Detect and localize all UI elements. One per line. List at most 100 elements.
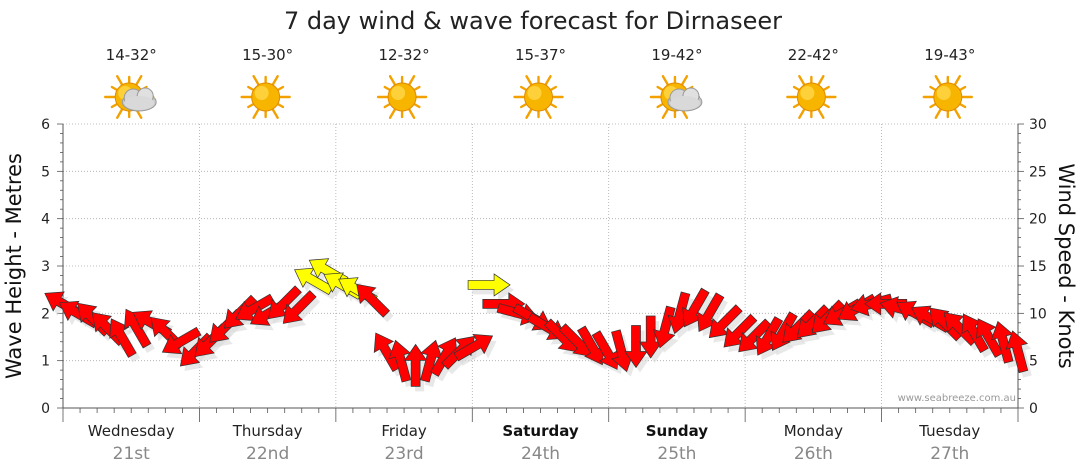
sun-ray [544, 75, 552, 87]
sun-highlight [936, 86, 951, 100]
day-header-monday: 22-42° Monday 26th [784, 46, 843, 464]
partly-cloudy-icon [649, 75, 703, 119]
sun-ray [247, 85, 255, 92]
sun-ray [798, 107, 806, 119]
sun-highlight [527, 86, 542, 100]
sun-ray [958, 85, 967, 92]
wind-arrow [109, 318, 137, 358]
day-date: 25th [657, 444, 696, 464]
grid [63, 123, 1018, 408]
day-date: 24th [521, 444, 560, 464]
wind-arrow [624, 325, 648, 369]
sun-ray [525, 75, 533, 87]
day-date: 26th [794, 444, 833, 464]
wind-arrow [235, 293, 275, 322]
right-tick-label: 10 [1029, 306, 1047, 322]
wind-arrow [639, 315, 663, 359]
wind-arrow [403, 343, 428, 387]
sun-ray [412, 85, 421, 92]
wind-arrow [268, 285, 302, 320]
sun-ray [822, 102, 830, 109]
sun-ray [661, 107, 670, 119]
sun-ray [116, 107, 124, 119]
sun-ray [252, 75, 260, 87]
wind-arrows [44, 258, 1029, 387]
left-axis-title: Wave Height - Metres [2, 153, 26, 379]
day-date: 22nd [246, 444, 289, 464]
right-tick-label: 30 [1029, 117, 1047, 133]
sun-ray [934, 75, 942, 87]
day-name: Wednesday [88, 422, 175, 440]
wind-arrow [282, 290, 317, 324]
sun-ray [792, 85, 801, 92]
sun-ray [661, 75, 670, 87]
day-date: 21st [113, 444, 150, 464]
sun-ray [412, 102, 421, 109]
left-tick-label: 0 [41, 401, 50, 417]
sun-ray [656, 102, 665, 109]
sun-ray [519, 85, 528, 92]
right-tick-label: 25 [1029, 164, 1047, 180]
left-tick-label: 2 [41, 306, 50, 322]
sun-ray [680, 75, 689, 87]
temperature-range: 19-43° [924, 46, 975, 64]
right-tick-label: 15 [1029, 259, 1047, 275]
wind-arrow [591, 330, 620, 370]
sun-ray [656, 85, 665, 92]
day-header-wednesday: 14-32° Wednesday 21st [88, 46, 175, 464]
left-tick-label: 6 [41, 117, 50, 133]
left-tick-label: 3 [41, 259, 50, 275]
sun-ray [407, 75, 416, 87]
sun-ray [817, 107, 825, 119]
wind-arrow [388, 339, 412, 383]
wind-arrow [723, 313, 758, 348]
sun-ray [383, 102, 392, 109]
day-name: Monday [784, 422, 843, 440]
sunny-icon [513, 75, 564, 119]
credit-text: www.seabreeze.com.au [898, 393, 1016, 404]
temperature-range: 22-42° [788, 46, 839, 64]
sun-ray [271, 75, 279, 87]
day-header-sunday: 19-42° Sunday 25th [646, 46, 709, 464]
sun-ray [958, 102, 967, 109]
sunny-icon [786, 75, 837, 119]
sun-highlight [391, 86, 406, 100]
sun-ray [549, 102, 558, 109]
axes: 0 1 2 3 4 5 6 0 5 10 15 20 25 30 [41, 117, 1047, 422]
day-date: 23rd [385, 444, 424, 464]
sun-ray [276, 85, 285, 92]
sunny-icon [240, 75, 291, 119]
sun-ray [388, 75, 397, 87]
sun-ray [271, 107, 279, 119]
sun-highlight [800, 86, 815, 100]
right-axis-title: Wind Speed - Knots [1054, 163, 1078, 368]
sun-ray [929, 102, 937, 109]
cloud-shape [121, 87, 157, 112]
day-header-tuesday: 19-43° Tuesday 27th [918, 46, 980, 464]
wind-arrow [697, 292, 725, 333]
temperature-range: 19-42° [651, 46, 702, 64]
wind-arrow [430, 337, 458, 377]
sun-ray [817, 75, 825, 87]
day-header-friday: 12-32° Friday 23rd [376, 46, 430, 464]
temperature-range: 15-30° [242, 46, 293, 64]
wind-arrow [961, 313, 989, 354]
day-name: Sunday [646, 422, 709, 440]
wind-arrow [467, 273, 511, 297]
sun-ray [388, 107, 397, 119]
right-tick-label: 0 [1029, 401, 1038, 417]
wind-arrow [1005, 330, 1029, 374]
sun-ray [822, 85, 830, 92]
sun-ray [953, 107, 961, 119]
temperature-range: 12-32° [379, 46, 430, 64]
sun-ray [792, 102, 801, 109]
temperature-range: 15-37° [515, 46, 566, 64]
wind-arrow [161, 326, 202, 355]
sun-ray [544, 107, 552, 119]
sun-ray [383, 85, 392, 92]
wind-arrow [990, 320, 1014, 364]
wind-arrow [708, 304, 743, 339]
right-tick-label: 5 [1029, 354, 1038, 370]
day-name: Saturday [502, 422, 579, 440]
sun-ray [276, 102, 285, 109]
